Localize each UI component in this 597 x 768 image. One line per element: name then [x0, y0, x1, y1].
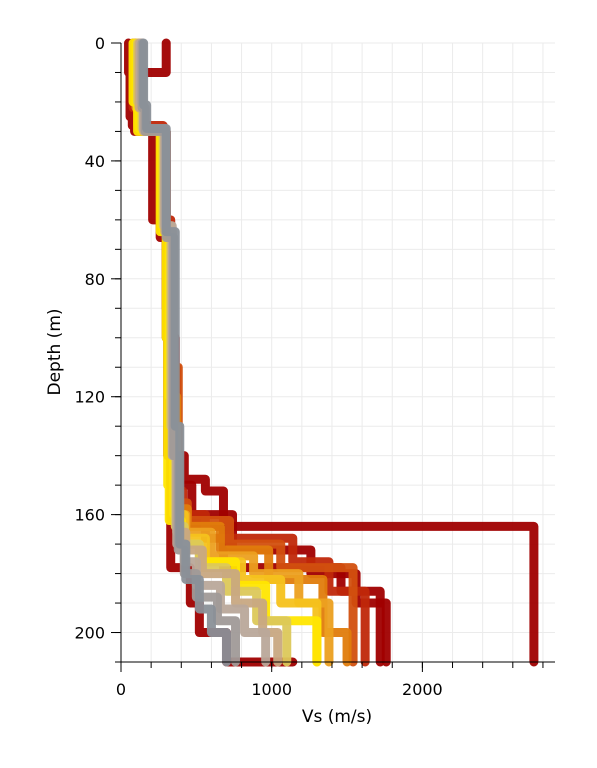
- axes: 0 1000 2000 0 40 80 120 160 200: [74, 34, 555, 699]
- grid: [120, 42, 555, 663]
- x-tick-label: 0: [116, 680, 126, 699]
- series-line-15: [139, 38, 231, 667]
- y-tick-label: 160: [74, 506, 105, 525]
- y-tick-label: 200: [74, 624, 105, 643]
- series-layer: [124, 38, 539, 667]
- x-tick-label: 2000: [402, 680, 443, 699]
- y-axis-title: Depth (m): [45, 308, 65, 395]
- x-axis-title: Vs (m/s): [302, 707, 372, 727]
- y-tick-label: 40: [85, 152, 105, 171]
- y-tick-label: 120: [74, 388, 105, 407]
- y-tick-label: 80: [85, 270, 105, 289]
- x-tick-label: 1000: [251, 680, 292, 699]
- y-tick-label: 0: [95, 34, 105, 53]
